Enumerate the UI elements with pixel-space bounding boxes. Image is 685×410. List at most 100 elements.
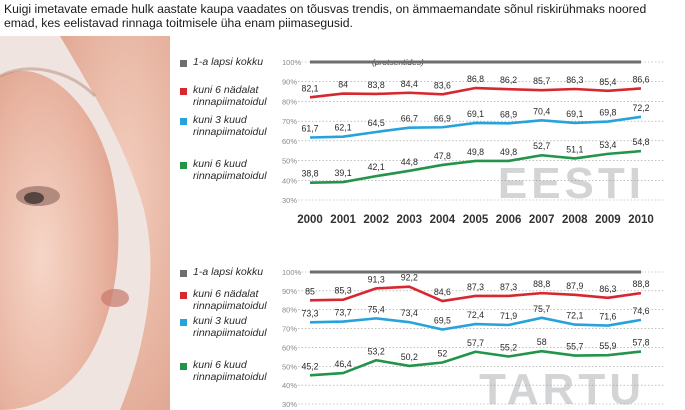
y-tick-label: 70% bbox=[282, 117, 297, 126]
series-line-six_weeks bbox=[309, 86, 642, 99]
data-label: 54,8 bbox=[632, 137, 649, 147]
data-label: 38,8 bbox=[301, 169, 318, 179]
x-tick-label: 2003 bbox=[397, 214, 423, 226]
legend-swatch bbox=[180, 162, 187, 169]
data-label: 69,1 bbox=[566, 109, 583, 119]
data-label: 84,6 bbox=[434, 287, 451, 297]
series-line-six_months bbox=[309, 149, 642, 184]
data-label: 51,1 bbox=[566, 144, 583, 154]
x-tick-label: 2004 bbox=[430, 214, 456, 226]
y-tick-label: 50% bbox=[282, 362, 297, 371]
x-tick-label: 2000 bbox=[297, 214, 323, 226]
chart-title: EESTI bbox=[498, 159, 645, 208]
legend-label: 1-a lapsi kokku bbox=[193, 266, 264, 278]
data-label: 85,4 bbox=[599, 77, 616, 87]
data-label: 86,6 bbox=[632, 74, 649, 84]
legend-label: kuni 6 nädalat rinnapiimatoidul bbox=[193, 84, 267, 108]
series-line-three_months bbox=[309, 316, 642, 331]
data-label: 87,3 bbox=[500, 282, 517, 292]
data-label: 47,8 bbox=[434, 151, 451, 161]
x-tick-label: 2006 bbox=[496, 214, 522, 226]
data-label: 71,9 bbox=[500, 311, 517, 321]
data-label: 53,2 bbox=[368, 346, 385, 356]
data-label: 88,8 bbox=[533, 279, 550, 289]
data-label: 85,3 bbox=[335, 286, 352, 296]
series-line-six_months bbox=[309, 349, 642, 377]
legend-swatch bbox=[180, 60, 187, 67]
data-label: 91,3 bbox=[368, 274, 385, 284]
legend-label: kuni 3 kuud rinnapiimatoidul bbox=[193, 114, 267, 138]
x-tick-label: 2010 bbox=[628, 214, 654, 226]
legend-label: kuni 6 kuud rinnapiimatoidul bbox=[193, 158, 267, 182]
legend-swatch bbox=[180, 270, 187, 277]
series-line-three_months bbox=[309, 115, 642, 139]
data-label: 70,4 bbox=[533, 106, 550, 116]
x-tick-label: 2008 bbox=[562, 214, 588, 226]
data-label: 69,1 bbox=[467, 109, 484, 119]
x-tick-label: 2002 bbox=[363, 214, 389, 226]
data-label: 46,4 bbox=[335, 359, 352, 369]
legend-label: kuni 6 kuud rinnapiimatoidul bbox=[193, 359, 267, 383]
data-label: 82,1 bbox=[301, 83, 318, 93]
data-label: 52,7 bbox=[533, 141, 550, 151]
data-label: 85,7 bbox=[533, 76, 550, 86]
data-label: 55,7 bbox=[566, 342, 583, 352]
y-tick-label: 40% bbox=[282, 176, 297, 185]
x-tick-label: 2007 bbox=[529, 214, 555, 226]
data-label: 61,7 bbox=[301, 124, 318, 134]
data-label: 74,6 bbox=[632, 306, 649, 316]
data-label: 83,6 bbox=[434, 80, 451, 90]
y-tick-label: 100% bbox=[282, 268, 302, 277]
y-tick-label: 80% bbox=[282, 97, 297, 106]
y-tick-label: 90% bbox=[282, 287, 297, 296]
data-label: 92,2 bbox=[401, 273, 418, 283]
data-label: 68,9 bbox=[500, 109, 517, 119]
data-label: 86,2 bbox=[500, 75, 517, 85]
legend-swatch bbox=[180, 292, 187, 299]
data-label: 88,8 bbox=[632, 279, 649, 289]
data-label: 72,4 bbox=[467, 310, 484, 320]
legend-swatch bbox=[180, 363, 187, 370]
data-label: 73,7 bbox=[335, 308, 352, 318]
data-label: 72,2 bbox=[632, 103, 649, 113]
y-tick-label: 90% bbox=[282, 78, 297, 87]
data-label: 57,8 bbox=[632, 338, 649, 348]
data-label: 64,5 bbox=[368, 118, 385, 128]
data-label: 75,4 bbox=[368, 304, 385, 314]
data-label: 73,3 bbox=[301, 308, 318, 318]
data-label: 44,8 bbox=[401, 157, 418, 167]
data-label: 58 bbox=[537, 337, 547, 347]
y-tick-label: 30% bbox=[282, 400, 297, 409]
data-label: 45,2 bbox=[301, 361, 318, 371]
data-label: 62,1 bbox=[335, 123, 352, 133]
data-label: 72,1 bbox=[566, 311, 583, 321]
data-label: 42,1 bbox=[368, 162, 385, 172]
data-label: 71,6 bbox=[599, 312, 616, 322]
y-tick-label: 100% bbox=[282, 58, 302, 67]
y-tick-label: 80% bbox=[282, 306, 297, 315]
data-label: 69,8 bbox=[599, 108, 616, 118]
data-label: 52 bbox=[438, 349, 448, 359]
data-label: 75,7 bbox=[533, 304, 550, 314]
legend-swatch bbox=[180, 88, 187, 95]
intro-text: Kuigi imetavate emade hulk aastate kaupa… bbox=[4, 2, 647, 30]
y-tick-label: 60% bbox=[282, 343, 297, 352]
data-label: 49,8 bbox=[467, 147, 484, 157]
data-label: 87,9 bbox=[566, 281, 583, 291]
data-label: 66,7 bbox=[401, 114, 418, 124]
y-tick-label: 70% bbox=[282, 325, 297, 334]
chart-tartu: TARTU 30% 40% 50% 60% 70% 80% 90% 100%85 85,3 91,3… bbox=[282, 268, 665, 410]
data-label: 55,2 bbox=[500, 342, 517, 352]
series-line-six_weeks bbox=[309, 285, 642, 303]
data-label: 55,9 bbox=[599, 341, 616, 351]
data-label: 86,3 bbox=[566, 75, 583, 85]
x-tick-label: 2009 bbox=[595, 214, 621, 226]
x-tick-label: 2005 bbox=[463, 214, 489, 226]
y-tick-label: 60% bbox=[282, 137, 297, 146]
data-label: 69,5 bbox=[434, 316, 451, 326]
data-label: 87,3 bbox=[467, 282, 484, 292]
legend-swatch bbox=[180, 118, 187, 125]
x-tick-label: 2001 bbox=[330, 214, 356, 226]
legend-label: kuni 6 nädalat rinnapiimatoidul bbox=[193, 288, 267, 312]
